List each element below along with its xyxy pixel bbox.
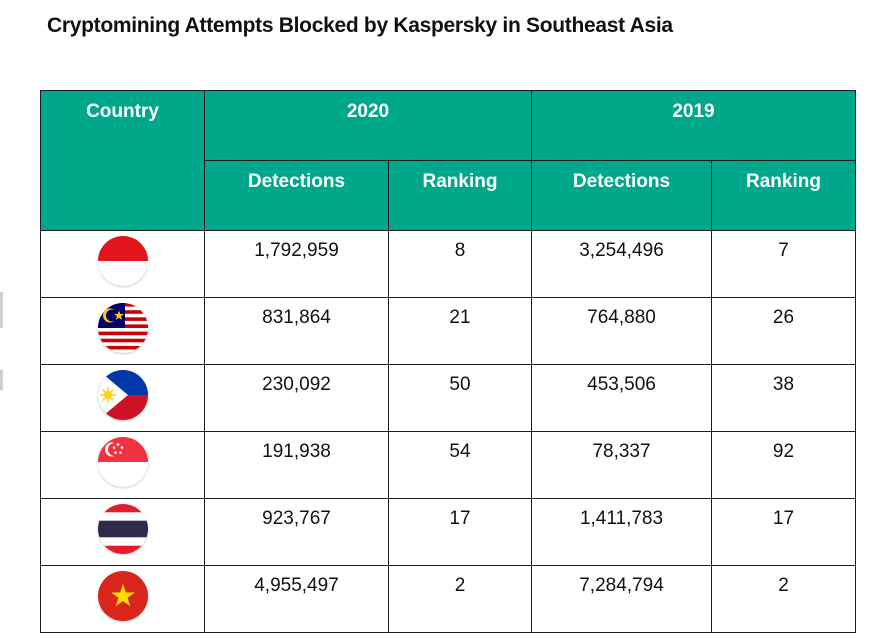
detections-2020: 923,767 — [204, 498, 389, 566]
header-detections-2019: Detections — [531, 160, 712, 231]
header-country: Country — [40, 90, 205, 231]
table-row: 923,767 17 1,411,783 17 — [40, 498, 856, 566]
detections-2019: 453,506 — [531, 364, 712, 432]
edge-mark — [0, 370, 3, 390]
country-cell — [40, 431, 205, 499]
ranking-2019: 7 — [711, 230, 856, 298]
malaysia-flag-icon — [97, 303, 148, 353]
header-detections-2020: Detections — [204, 160, 389, 231]
detections-2019: 764,880 — [531, 297, 712, 365]
indonesia-flag-icon — [97, 236, 148, 286]
detections-2020: 1,792,959 — [204, 230, 389, 298]
header-year-2020: 2020 — [204, 90, 532, 161]
detections-2019: 7,284,794 — [531, 565, 712, 633]
ranking-2019: 26 — [711, 297, 856, 365]
table-row: 191,938 54 78,337 92 — [40, 431, 856, 499]
ranking-2020: 54 — [388, 431, 532, 499]
detections-2019: 1,411,783 — [531, 498, 712, 566]
vietnam-flag-icon — [97, 571, 148, 621]
header-ranking-2020: Ranking — [388, 160, 532, 231]
detections-2020: 831,864 — [204, 297, 389, 365]
ranking-2020: 50 — [388, 364, 532, 432]
detections-2020: 191,938 — [204, 431, 389, 499]
ranking-2020: 21 — [388, 297, 532, 365]
ranking-2019: 17 — [711, 498, 856, 566]
detections-2019: 3,254,496 — [531, 230, 712, 298]
edge-mark — [0, 292, 3, 328]
country-cell — [40, 230, 205, 298]
philippines-flag-icon — [97, 370, 148, 420]
page-title: Cryptomining Attempts Blocked by Kaspers… — [47, 14, 673, 37]
table-row: 1,792,959 8 3,254,496 7 — [40, 230, 856, 298]
table-row: 831,864 21 764,880 26 — [40, 297, 856, 365]
detections-2020: 4,955,497 — [204, 565, 389, 633]
detections-2019: 78,337 — [531, 431, 712, 499]
ranking-2019: 92 — [711, 431, 856, 499]
thailand-flag-icon — [97, 504, 148, 554]
table-row: 230,092 50 453,506 38 — [40, 364, 856, 432]
ranking-2019: 38 — [711, 364, 856, 432]
ranking-2020: 17 — [388, 498, 532, 566]
header-ranking-2019: Ranking — [711, 160, 856, 231]
ranking-2020: 8 — [388, 230, 532, 298]
detections-table: Country 2020 2019 Detections Ranking Det… — [40, 90, 856, 633]
country-cell — [40, 565, 205, 633]
country-cell — [40, 498, 205, 566]
header-year-2019: 2019 — [531, 90, 856, 161]
table-row: 4,955,497 2 7,284,794 2 — [40, 565, 856, 633]
singapore-flag-icon — [97, 437, 148, 487]
detections-2020: 230,092 — [204, 364, 389, 432]
country-cell — [40, 364, 205, 432]
ranking-2020: 2 — [388, 565, 532, 633]
country-cell — [40, 297, 205, 365]
ranking-2019: 2 — [711, 565, 856, 633]
